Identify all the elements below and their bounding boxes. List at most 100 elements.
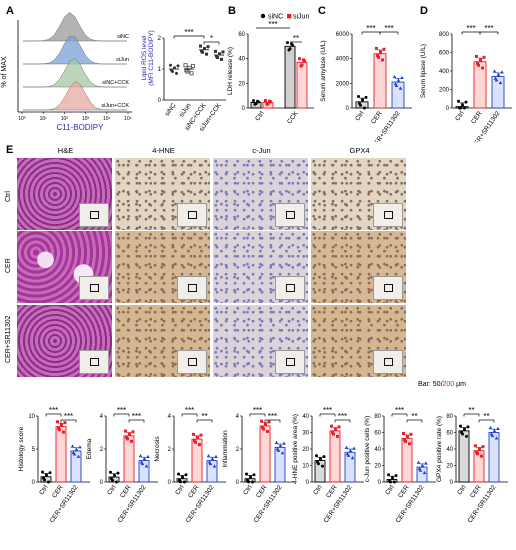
data-point <box>381 58 384 62</box>
data-point <box>203 47 206 51</box>
bar <box>284 45 296 109</box>
data-point <box>398 86 403 90</box>
flow-x-tick-label: 10⁰ <box>18 116 26 122</box>
data-point <box>206 453 211 458</box>
data-point <box>463 106 466 110</box>
y-tick-label: 20 <box>238 81 245 87</box>
row-label-cer: CER <box>5 258 12 273</box>
significance-label: ** <box>468 406 474 415</box>
significance-label: *** <box>268 412 277 421</box>
flow-sample-label: siJun+CCK <box>101 103 129 109</box>
data-point <box>424 461 428 465</box>
data-point <box>267 420 271 424</box>
panel-label-d: D <box>420 5 428 17</box>
data-point <box>396 78 401 82</box>
y-tick-label: 4 <box>168 414 172 420</box>
y-axis-label: Necrosis <box>154 436 161 462</box>
data-point <box>478 447 481 451</box>
zoom-region-box <box>384 211 393 219</box>
data-point <box>256 99 259 103</box>
y-axis-label: GPX4 positive rate (%) <box>436 416 443 482</box>
data-point <box>126 437 129 441</box>
x-tick-label: Ctrl <box>38 484 50 497</box>
x-tick-label: CER <box>325 484 339 500</box>
overview-inset <box>79 276 109 300</box>
data-point <box>465 434 468 438</box>
data-point <box>139 460 144 464</box>
zoom-region-box <box>90 358 99 366</box>
legend-label-sinc: siNC <box>268 14 283 21</box>
y-tick-label: 40 <box>374 447 381 453</box>
scale-bar-red-value: 200 <box>442 381 455 388</box>
data-point <box>62 430 65 434</box>
data-point <box>41 470 44 474</box>
lipid-ros-ylabel-2: (MFI C11-BODIPY) <box>148 30 155 86</box>
data-point <box>193 439 196 443</box>
zoom-region-box <box>90 211 99 219</box>
x-tick-label: CER+SR11302 <box>49 484 80 524</box>
x-tick-label: CER <box>255 484 269 500</box>
data-point <box>286 41 289 45</box>
overview-inset <box>373 276 403 300</box>
flow-x-tick-label: 10¹ <box>40 116 48 122</box>
scale-bar-suffix: μm <box>454 381 467 388</box>
flow-histogram-sijun-cck <box>23 81 127 111</box>
overview-inset <box>79 203 109 227</box>
data-point <box>406 435 409 439</box>
data-point <box>479 58 482 62</box>
data-point <box>493 76 498 80</box>
data-point <box>249 475 252 479</box>
overview-inset <box>177 276 207 300</box>
data-point <box>348 448 353 453</box>
significance-label: *** <box>268 20 277 29</box>
zoom-region-box <box>286 358 295 366</box>
data-point <box>199 44 202 48</box>
y-tick-label: 40 <box>446 447 453 453</box>
data-point <box>185 69 190 74</box>
data-point <box>275 447 280 451</box>
bar <box>458 430 470 483</box>
y-tick-label: 10 <box>28 414 35 420</box>
quant-chart-c-jun-positive-cells: 0 20 40 60 80c-Jun positive cells (%) Ctrl CER… <box>364 406 436 524</box>
data-point <box>498 80 503 85</box>
x-tick-label: CER <box>187 484 201 500</box>
data-point <box>184 473 188 477</box>
data-point <box>218 52 221 56</box>
data-point <box>315 454 318 458</box>
data-point <box>214 454 218 458</box>
x-tick-label: Ctrl <box>312 484 324 497</box>
data-point <box>363 106 366 110</box>
data-point <box>78 445 82 449</box>
data-point <box>191 63 195 68</box>
significance-label: *** <box>253 406 262 415</box>
data-point <box>60 423 63 427</box>
data-point <box>388 479 391 483</box>
data-point <box>391 476 394 480</box>
data-point <box>382 47 386 51</box>
y-axis-label: Serum lipase (U/L) <box>420 44 427 98</box>
bar <box>55 426 67 483</box>
data-point <box>299 64 303 68</box>
data-point <box>189 71 194 76</box>
data-point <box>63 421 67 425</box>
data-point <box>220 57 223 61</box>
y-tick-label: 80 <box>374 414 381 420</box>
micrograph-4hne-cer <box>115 231 210 303</box>
data-point <box>408 442 411 446</box>
flow-x-tick-label: 10⁵ <box>124 116 132 122</box>
data-point <box>205 52 208 56</box>
data-point <box>482 55 486 59</box>
x-tick-label: Ctrl <box>384 484 396 497</box>
data-point <box>116 471 120 475</box>
data-point <box>494 436 499 440</box>
data-point <box>253 102 257 106</box>
micrograph-he-cersr11302 <box>17 305 112 377</box>
y-tick-label: 80 <box>446 414 453 420</box>
data-point <box>460 430 463 434</box>
flow-x-tick-label: 10⁴ <box>103 116 111 122</box>
data-point <box>71 450 76 454</box>
overview-inset <box>373 350 403 374</box>
